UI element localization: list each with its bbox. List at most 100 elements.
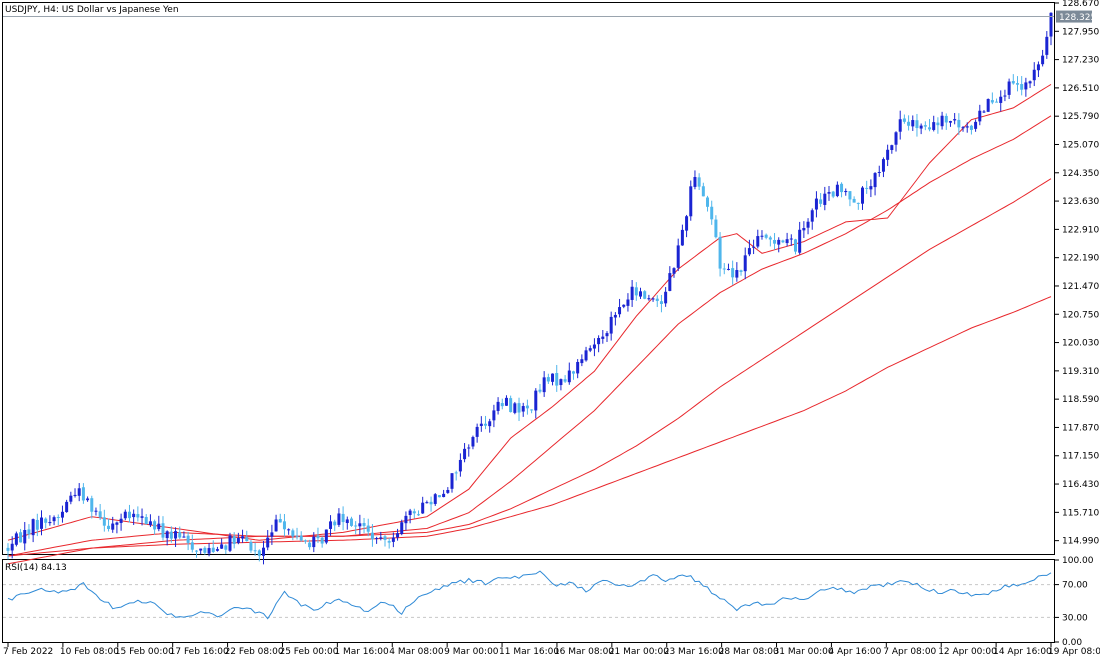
candle-body	[739, 270, 743, 272]
moving-average-20	[7, 83, 1052, 541]
candle-body	[639, 291, 643, 297]
candle-body	[701, 186, 705, 197]
moving-average-200	[7, 296, 1052, 557]
candle-body	[249, 541, 253, 551]
candle-body	[295, 535, 299, 537]
candle-body	[56, 517, 60, 519]
candlesticks	[6, 12, 1053, 565]
price-tick-label: 122.910	[1062, 225, 1099, 235]
candle-body	[174, 531, 178, 539]
time-tick-label: 11 Mar 16:00	[499, 647, 559, 657]
candle-body	[182, 536, 186, 538]
candle-body	[974, 121, 978, 129]
candle-body	[852, 198, 856, 203]
candle-body	[534, 390, 538, 411]
candle-body	[132, 513, 136, 518]
price-tick-label: 123.630	[1062, 197, 1099, 207]
candle-body	[14, 533, 18, 545]
candle-body	[1020, 84, 1024, 90]
last-price-label: 128.325	[1059, 13, 1096, 23]
candle-body	[827, 192, 831, 194]
candle-body	[588, 348, 592, 351]
candle-body	[383, 536, 387, 541]
candle-body	[496, 401, 500, 411]
rsi-tick-label: 70.00	[1062, 581, 1088, 591]
time-tick-label: 7 Apr 08:00	[883, 647, 936, 657]
candle-body	[450, 473, 454, 489]
candle-body	[207, 548, 211, 554]
candle-body	[102, 517, 106, 526]
candle-body	[894, 132, 898, 145]
candle-body	[86, 498, 90, 501]
candle-body	[630, 286, 634, 300]
candle-body	[911, 120, 915, 127]
candle-body	[299, 535, 303, 541]
candle-body	[421, 502, 425, 514]
time-tick-label: 21 Mar 00:00	[609, 647, 669, 657]
time-tick-label: 4 Apr 16:00	[828, 647, 881, 657]
candle-body	[743, 255, 747, 272]
candle-body	[312, 536, 316, 548]
price-tick-label: 121.470	[1062, 282, 1099, 292]
candle-body	[726, 268, 730, 270]
candle-body	[337, 513, 341, 525]
candle-body	[123, 511, 127, 519]
candle-body	[521, 406, 525, 412]
candle-body	[831, 191, 835, 197]
candle-body	[245, 537, 249, 542]
time-tick-label: 7 Feb 2022	[3, 647, 53, 657]
candle-body	[148, 521, 152, 525]
candle-body	[530, 409, 534, 411]
candle-body	[802, 227, 806, 231]
candle-body	[433, 494, 437, 504]
rsi-title: RSI(14) 84.13	[5, 563, 67, 573]
candle-body	[542, 377, 546, 393]
chart-title: USDJPY, H4: US Dollar vs Japanese Yen	[5, 5, 179, 15]
time-tick-label: 15 Feb 00:00	[115, 647, 174, 657]
candle-body	[458, 459, 462, 472]
candle-body	[60, 511, 64, 518]
candle-body	[731, 268, 735, 278]
price-tick-label: 118.590	[1062, 395, 1099, 405]
price-axis: 128.670 127.950 127.230 126.510 125.790 125.0…	[3, 0, 1099, 547]
candle-body	[760, 235, 764, 237]
candle-body	[425, 502, 429, 504]
candle-body	[161, 523, 165, 538]
candle-body	[517, 403, 521, 413]
candle-body	[718, 236, 722, 269]
candle-body	[308, 542, 312, 548]
candle-body	[907, 121, 911, 126]
candle-body	[919, 125, 923, 129]
candle-body	[408, 510, 412, 515]
candle-body	[274, 519, 278, 532]
candle-body	[1028, 81, 1032, 84]
moving-averages	[7, 83, 1052, 565]
candle-body	[944, 115, 948, 123]
rsi-tick-label: 100.00	[1062, 556, 1094, 566]
candle-body	[509, 398, 513, 413]
moving-average-50	[7, 115, 1052, 557]
candle-body	[387, 541, 391, 543]
time-tick-label: 16 Mar 08:00	[554, 647, 614, 657]
candle-body	[655, 298, 659, 302]
candle-body	[969, 125, 973, 130]
candle-body	[576, 361, 580, 374]
candle-body	[349, 518, 353, 526]
candle-body	[165, 531, 169, 539]
candle-body	[396, 533, 400, 538]
candle-body	[203, 547, 207, 553]
candle-body	[169, 531, 173, 539]
candle-body	[375, 538, 379, 540]
price-tick-label: 119.310	[1062, 367, 1099, 377]
candle-body	[567, 370, 571, 383]
candle-body	[861, 187, 865, 204]
candle-body	[446, 489, 450, 493]
candle-body	[923, 125, 927, 127]
candle-body	[10, 543, 14, 551]
candle-body	[442, 493, 446, 498]
candle-body	[362, 522, 366, 526]
candle-body	[814, 198, 818, 210]
candle-body	[634, 287, 638, 296]
candle-body	[890, 145, 894, 150]
candle-body	[257, 550, 261, 556]
